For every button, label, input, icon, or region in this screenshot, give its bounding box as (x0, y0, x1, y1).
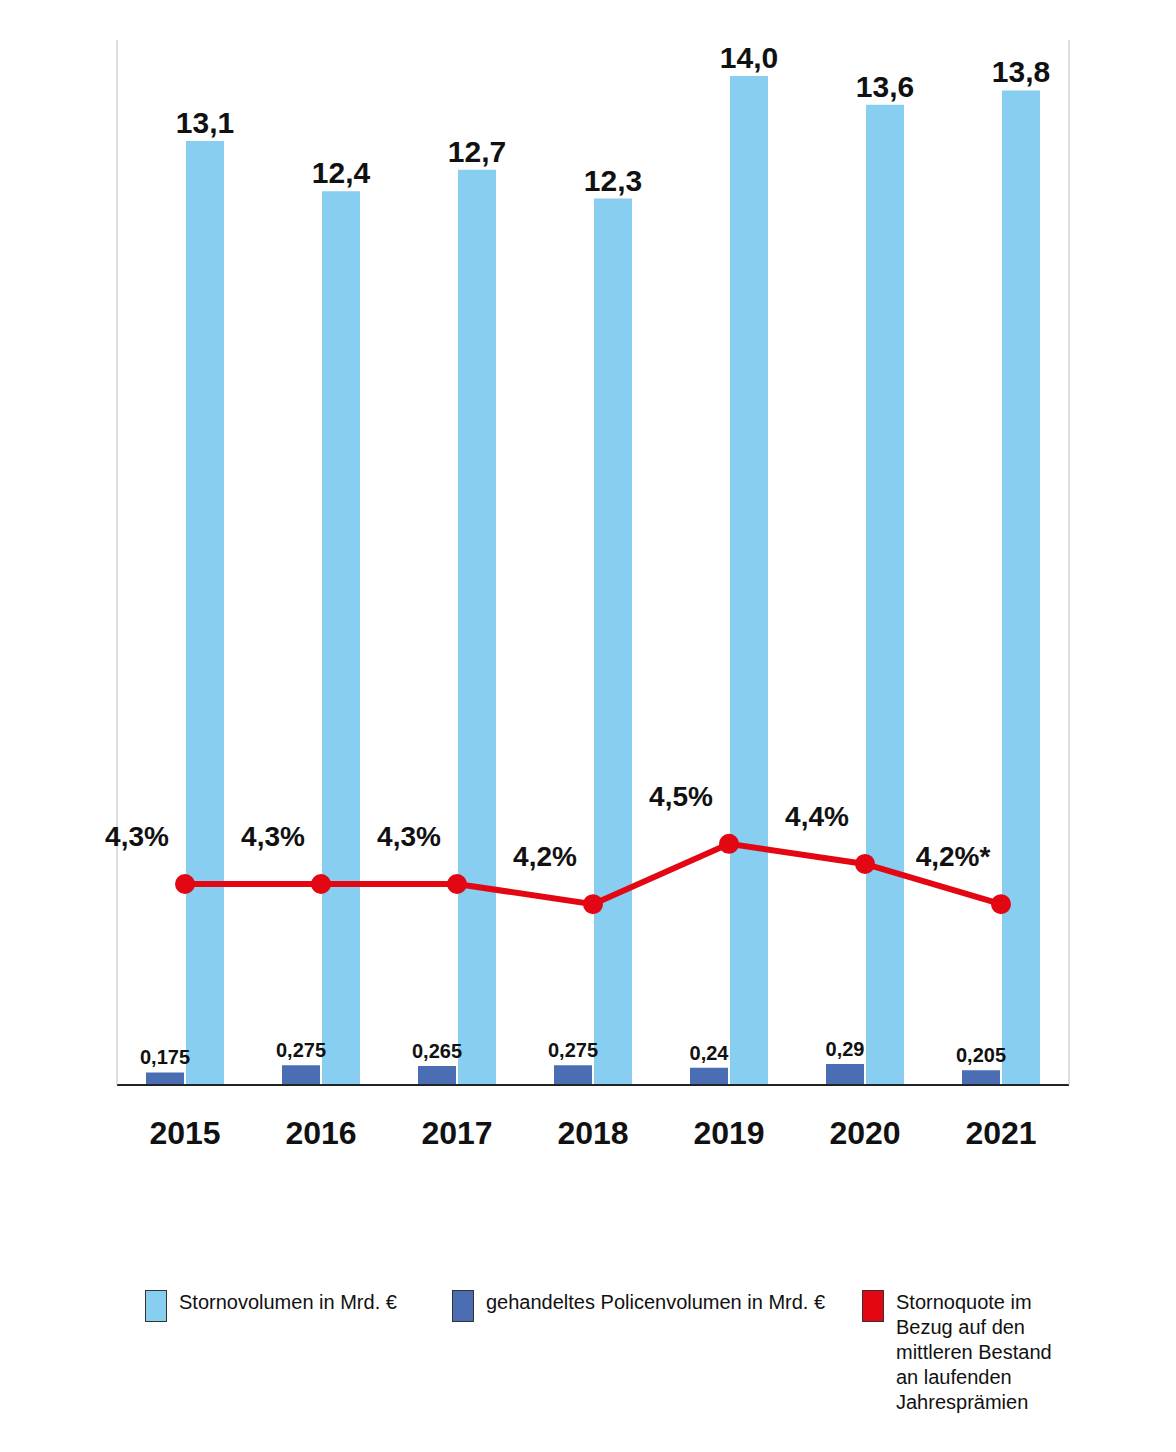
html-text:Stornovolumen in Mrd. €: Stornovolumen in Mrd. € (179, 1291, 397, 1313)
svg-text:13,1: 13,1 (176, 106, 234, 139)
svg-text:2018: 2018 (557, 1115, 628, 1151)
html-text:Stornoquote im Bezug auf den m: Stornoquote im Bezug auf den mittleren B… (896, 1291, 1052, 1413)
svg-text:12,3: 12,3 (584, 164, 642, 197)
svg-text:4,2%: 4,2% (513, 841, 577, 872)
svg-text:12,7: 12,7 (448, 135, 506, 168)
svg-text:4,5%: 4,5% (649, 781, 713, 812)
svg-text:14,0: 14,0 (720, 41, 778, 74)
svg-text:4,3%: 4,3% (377, 821, 441, 852)
svg-text:2019: 2019 (693, 1115, 764, 1151)
svg-text:2017: 2017 (421, 1115, 492, 1151)
svg-text:0,29: 0,29 (826, 1038, 865, 1060)
svg-text:0,175: 0,175 (140, 1046, 190, 1068)
svg-text:0,24: 0,24 (690, 1042, 730, 1064)
html-text:gehandeltes Policenvolumen in: gehandeltes Policenvolumen in Mrd. € (486, 1291, 826, 1313)
svg-text:4,4%: 4,4% (785, 801, 849, 832)
svg-text:0,275: 0,275 (276, 1039, 326, 1061)
svg-text:2021: 2021 (965, 1115, 1036, 1151)
svg-text:13,8: 13,8 (992, 55, 1050, 88)
svg-text:0,205: 0,205 (956, 1044, 1006, 1066)
svg-text:2016: 2016 (285, 1115, 356, 1151)
svg-text:4,3%: 4,3% (241, 821, 305, 852)
svg-text:0,275: 0,275 (548, 1039, 598, 1061)
svg-text:4,3%: 4,3% (105, 821, 169, 852)
svg-text:2015: 2015 (149, 1115, 220, 1151)
svg-text:4,2%*: 4,2%* (916, 841, 991, 872)
svg-text:12,4: 12,4 (312, 156, 371, 189)
svg-text:0,265: 0,265 (412, 1040, 462, 1062)
svg-text:2020: 2020 (829, 1115, 900, 1151)
svg-text:13,6: 13,6 (856, 70, 914, 103)
